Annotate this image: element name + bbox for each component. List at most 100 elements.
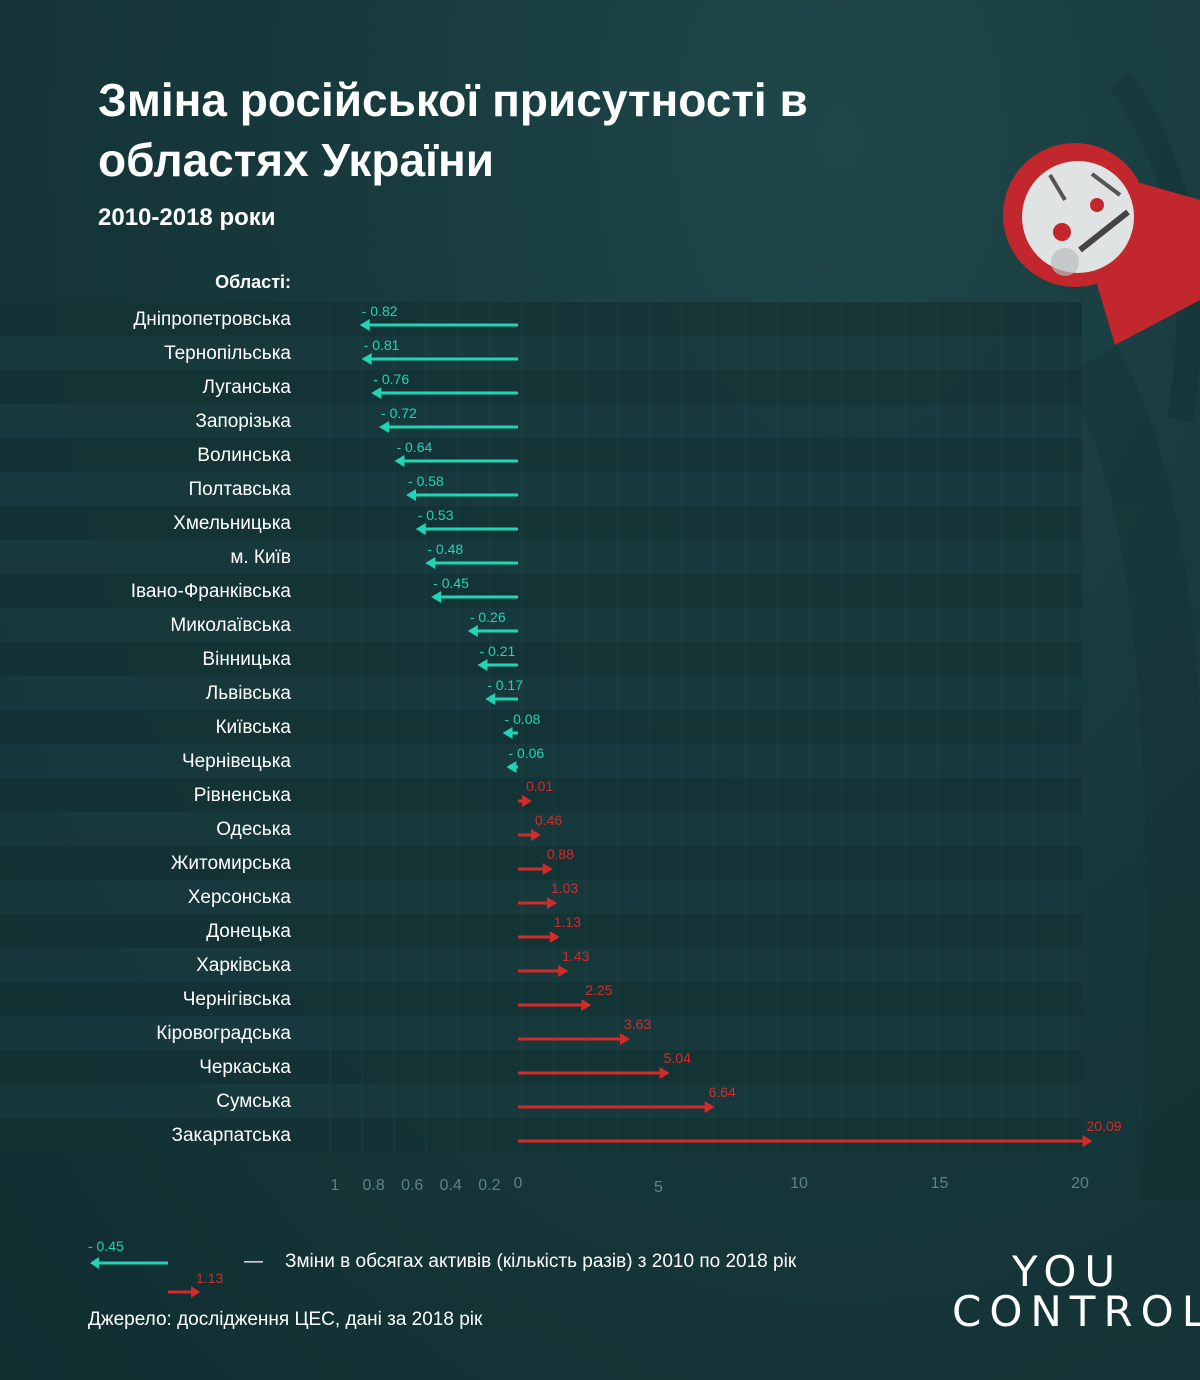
value-label: - 0.76: [373, 371, 409, 387]
row-band: [0, 846, 1082, 880]
bar-arrowhead: [425, 557, 436, 569]
category-label: Закарпатська: [171, 1125, 291, 1146]
category-label: Херсонська: [188, 887, 292, 908]
chart-title: Зміна російської присутності в областях …: [98, 74, 808, 186]
category-label: Чернігівська: [183, 989, 292, 1010]
value-label: - 0.64: [396, 439, 432, 455]
bar-arrowhead: [581, 999, 592, 1011]
bar-arrowhead: [620, 1033, 631, 1045]
x-tick-label: 0.2: [478, 1177, 500, 1194]
chart-subtitle: 2010-2018 роки: [98, 204, 276, 231]
bar-arrowhead: [530, 829, 541, 841]
bar-arrowhead: [379, 421, 390, 433]
row-band: [0, 574, 1082, 608]
bar-arrowhead: [659, 1067, 670, 1079]
row-band: [0, 812, 1082, 846]
category-label: Вінницька: [202, 649, 291, 670]
value-label: 3.63: [624, 1016, 651, 1032]
bar-arrowhead: [467, 625, 478, 637]
row-band: [0, 710, 1082, 744]
category-label: Рівненська: [194, 785, 292, 806]
category-label: Сумська: [216, 1091, 291, 1112]
row-band: [0, 982, 1082, 1016]
category-label: Донецька: [206, 921, 291, 942]
category-label: Хмельницька: [173, 513, 291, 534]
category-label: Житомирська: [171, 853, 292, 874]
value-label: - 0.81: [364, 337, 400, 353]
category-label: Київська: [215, 717, 291, 738]
row-band: [0, 302, 1082, 336]
row-band: [0, 914, 1082, 948]
x-tick-label: 1: [331, 1177, 340, 1194]
bar-arrowhead: [359, 319, 370, 331]
category-label: Полтавська: [188, 479, 291, 500]
bar-arrowhead: [371, 387, 382, 399]
bar-arrowhead: [406, 489, 417, 501]
bar-arrowhead: [415, 523, 426, 535]
x-tick-label: 10: [790, 1175, 808, 1192]
category-label: Миколаївська: [170, 615, 291, 636]
row-band: [0, 744, 1082, 778]
value-label: 1.03: [551, 880, 578, 896]
value-label: - 0.17: [487, 677, 523, 693]
x-tick-label: 0.6: [401, 1177, 423, 1194]
category-label: Луганська: [203, 377, 292, 398]
value-label: - 0.58: [408, 473, 444, 489]
bar-arrowhead: [394, 455, 405, 467]
value-label: 0.01: [526, 778, 553, 794]
x-tick-label: 15: [931, 1175, 949, 1192]
category-label: Черкаська: [199, 1057, 291, 1078]
value-label: - 0.72: [381, 405, 417, 421]
logo-line-1: YOU: [1012, 1247, 1124, 1296]
bar-arrowhead: [549, 931, 560, 943]
category-label: Львівська: [206, 683, 292, 704]
row-band: [0, 540, 1082, 574]
category-label: Дніпропетровська: [133, 309, 291, 330]
x-tick-label: 20: [1071, 1175, 1089, 1192]
value-label: 1.13: [554, 914, 581, 930]
x-tick-label: 0.8: [362, 1177, 384, 1194]
value-label: 6.64: [709, 1084, 736, 1100]
bar-arrowhead: [704, 1101, 715, 1113]
category-label: Чернівецька: [182, 751, 291, 772]
value-label: - 0.08: [505, 711, 541, 727]
category-label: Волинська: [197, 445, 291, 466]
row-band: [0, 676, 1082, 710]
logo-line-2: CONTROL: [952, 1287, 1200, 1336]
bar-arrowhead: [522, 795, 532, 807]
youcontrol-logo: YOU CONTROL: [952, 1247, 1200, 1336]
value-label: - 0.06: [508, 745, 544, 761]
category-label: Запорізька: [195, 411, 291, 432]
row-band: [0, 1016, 1082, 1050]
value-label: - 0.48: [427, 541, 463, 557]
value-label: - 0.26: [470, 609, 506, 625]
category-label: Івано-Франківська: [131, 581, 292, 602]
row-band: [0, 880, 1082, 914]
legend-negative-label: - 0.45: [88, 1238, 124, 1254]
row-band: [0, 1084, 1082, 1118]
x-tick-label: 5: [654, 1179, 663, 1196]
categories-header: Області:: [215, 272, 291, 292]
row-band: [0, 472, 1082, 506]
bar-arrowhead: [361, 353, 372, 365]
category-label: Харківська: [196, 955, 291, 976]
row-band: [0, 948, 1082, 982]
category-label: м. Київ: [230, 547, 291, 568]
value-label: 1.43: [562, 948, 589, 964]
value-label: - 0.45: [433, 575, 469, 591]
legend-description: Зміни в обсягах активів (кількість разів…: [285, 1251, 797, 1272]
value-label: - 0.82: [362, 303, 398, 319]
x-tick-label: 0.4: [440, 1177, 462, 1194]
bar-arrowhead: [485, 693, 496, 705]
legend: - 0.45 1.13: [88, 1238, 223, 1298]
bar-arrowhead: [542, 863, 553, 875]
bar-arrowhead: [506, 761, 517, 773]
value-label: 2.25: [585, 982, 612, 998]
category-label: Тернопільська: [164, 343, 291, 364]
legend-positive-arrowhead: [191, 1286, 200, 1298]
legend-negative-arrowhead: [90, 1257, 99, 1269]
value-label: 0.88: [547, 846, 574, 862]
legend-positive-label: 1.13: [196, 1270, 223, 1286]
